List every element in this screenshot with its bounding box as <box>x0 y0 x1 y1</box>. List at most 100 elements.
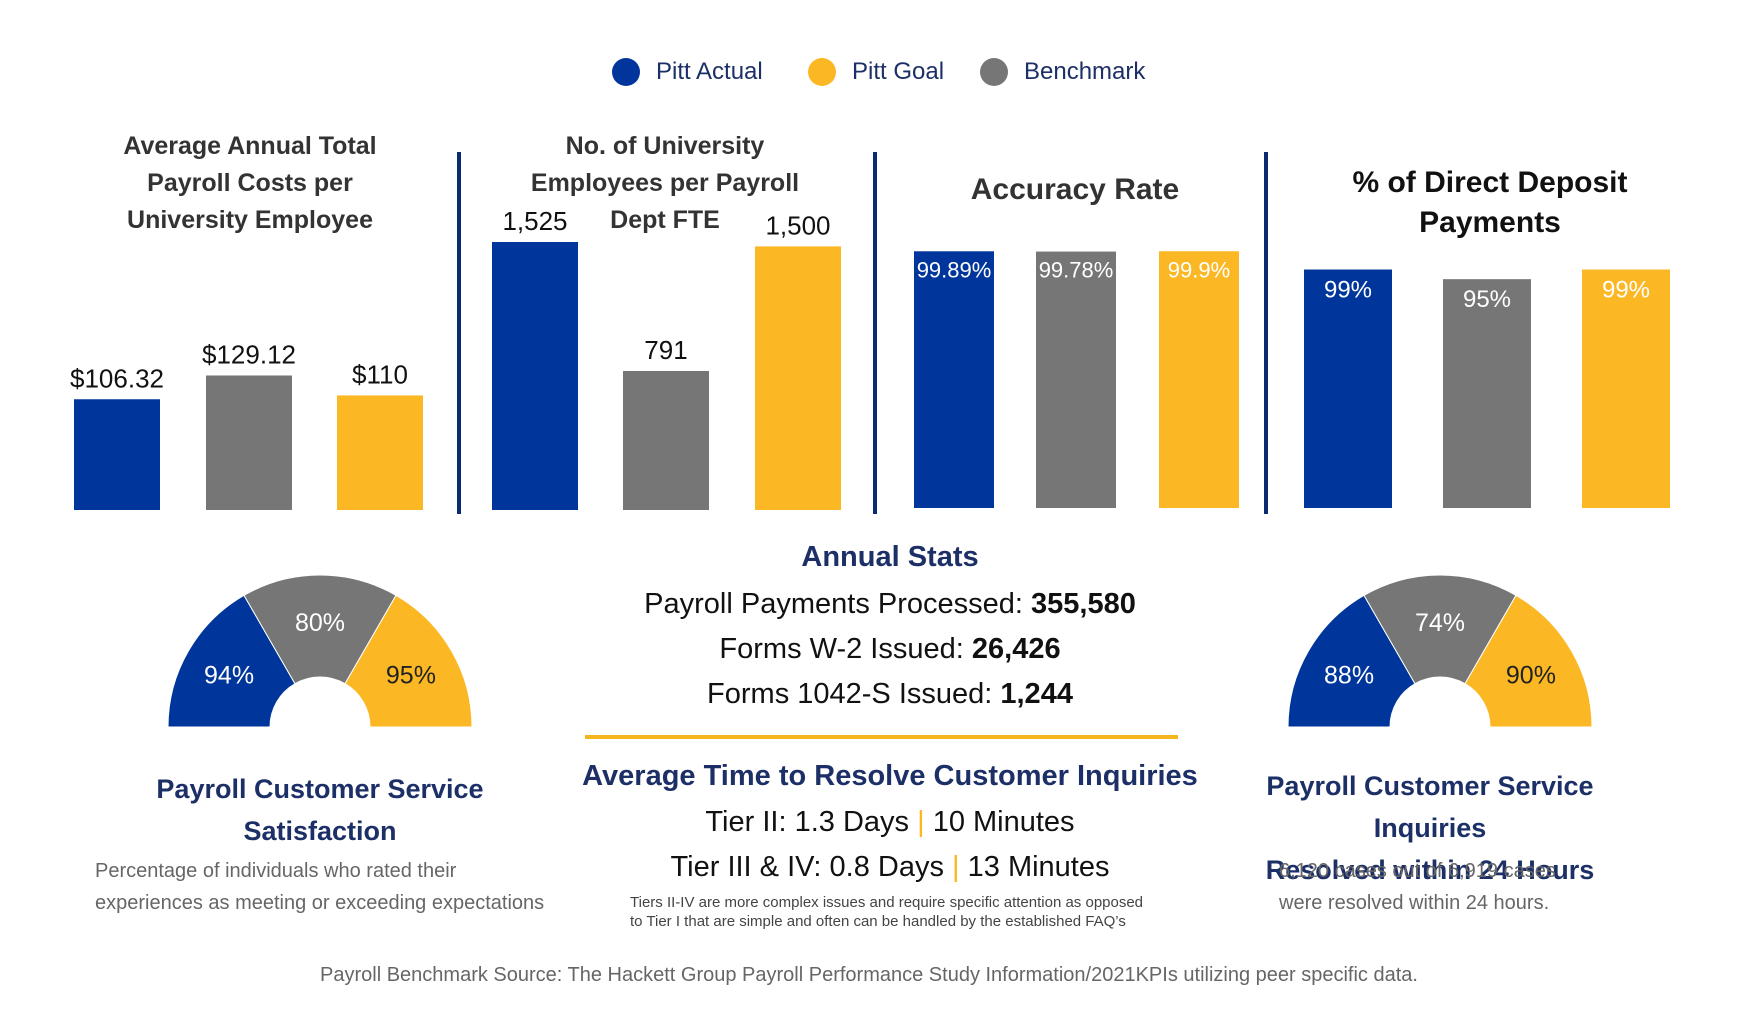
separator: | <box>952 851 960 883</box>
gauge-value-label: 74% <box>1415 609 1465 637</box>
inquiries-gauge: 88% 74% 90% <box>1287 574 1593 728</box>
resolve-list: Tier II: 1.3 Days | 10 Minutes Tier III … <box>560 800 1220 890</box>
stat-value: 1,244 <box>1000 678 1073 710</box>
desc-line: Percentage of individuals who rated thei… <box>95 860 457 882</box>
tier-minutes: 13 Minutes <box>967 851 1110 883</box>
tier-days: Tier III & IV: 0.8 Days <box>670 851 944 883</box>
chart-title-direct-deposit: % of Direct Deposit Payments <box>1280 163 1700 243</box>
desc-line: were resolved within 24 hours. <box>1279 892 1550 914</box>
title-line: Payroll Customer Service Inquiries <box>1266 771 1594 843</box>
bar-value-label: $106.32 <box>70 363 164 393</box>
gauge-value-label: 95% <box>386 662 436 690</box>
bar-chart-3: 99.89% 99.78% 99.9% <box>914 251 1239 508</box>
bar-value-label: 99.9% <box>1168 257 1230 282</box>
bar-value-label: 1,500 <box>765 210 830 240</box>
divider <box>457 152 461 514</box>
title-line: Employees per Payroll <box>530 169 800 197</box>
bar-chart-1: $106.32 $129.12 $110 <box>70 340 423 510</box>
annual-stats-title: Annual Stats <box>801 541 979 573</box>
gauge-segments: 88% 74% 90% <box>1287 574 1593 728</box>
title-line: Payroll Costs per <box>147 169 353 197</box>
stat-label: Forms W-2 Issued: <box>719 633 972 665</box>
bar-value-label: 95% <box>1463 286 1511 313</box>
legend-label: Benchmark <box>1024 58 1146 85</box>
bar-pitt-actual <box>492 242 578 510</box>
bar-value-label: 99% <box>1602 277 1650 304</box>
bar-value-label: 99% <box>1324 277 1372 304</box>
legend: Pitt Actual Pitt Goal Benchmark <box>0 52 1738 92</box>
title-line: University Employee <box>127 206 373 234</box>
bar-value-label: $110 <box>352 359 408 389</box>
note-line: Tiers II-IV are more complex issues and … <box>630 894 1144 911</box>
bar-benchmark <box>1036 251 1116 508</box>
title-line: Accuracy Rate <box>970 173 1180 206</box>
tier-minutes: 10 Minutes <box>932 806 1075 838</box>
resolve-row: Tier III & IV: 0.8 Days | 13 Minutes <box>560 845 1220 890</box>
divider <box>1264 152 1268 514</box>
divider <box>873 152 877 514</box>
legend-item-benchmark: Benchmark <box>980 52 1145 92</box>
annual-stat-row: Payroll Payments Processed: 355,580 <box>560 582 1220 627</box>
chart-title-accuracy-rate: Accuracy Rate <box>880 170 1270 210</box>
bar-value-label: 791 <box>644 335 687 365</box>
stat-value: 355,580 <box>1031 588 1136 620</box>
legend-label: Pitt Actual <box>656 58 763 85</box>
resolve-note: Tiers II-IV are more complex issues and … <box>630 893 1230 931</box>
title-line: Payments <box>1419 206 1561 239</box>
bar-pitt-actual <box>74 399 160 510</box>
bar-pitt-goal <box>1582 269 1670 508</box>
annual-stat-row: Forms 1042-S Issued: 1,244 <box>560 672 1220 717</box>
resolve-title: Average Time to Resolve Customer Inquiri… <box>582 760 1198 792</box>
bar-value-label: $129.12 <box>202 340 296 370</box>
stat-label: Forms 1042-S Issued: <box>707 678 1001 710</box>
legend-item-pitt-goal: Pitt Goal <box>808 52 944 92</box>
legend-item-pitt-actual: Pitt Actual <box>612 52 763 92</box>
annual-stat-row: Forms W-2 Issued: 26,426 <box>560 627 1220 672</box>
chart-title-employees-per-fte: No. of University Employees per Payroll … <box>465 128 865 239</box>
title-line: No. of University <box>565 132 765 160</box>
title-line: Payroll Customer Service <box>156 774 484 804</box>
title-line: Dept FTE <box>610 206 720 234</box>
gauge-value-label: 80% <box>295 609 345 637</box>
bar-pitt-actual <box>1304 269 1392 508</box>
bar-pitt-goal <box>755 246 841 510</box>
desc-line: 6,120 cases out of 6,919 cases <box>1279 860 1556 882</box>
inquiries-description: 6,120 cases out of 6,919 cases were reso… <box>1279 855 1679 919</box>
title-line: % of Direct Deposit <box>1352 166 1628 199</box>
bar-value-label: 99.89% <box>917 257 992 282</box>
bar-chart-4: 99% 95% 99% <box>1304 269 1670 508</box>
note-line: to Tier I that are simple and often can … <box>630 913 1126 930</box>
legend-swatch-benchmark <box>980 58 1008 86</box>
bar-benchmark <box>206 375 292 510</box>
bar-value-label: 99.78% <box>1039 258 1114 283</box>
bar-benchmark <box>623 370 709 510</box>
gauge-segment-benchmark <box>1363 574 1517 685</box>
resolve-row: Tier II: 1.3 Days | 10 Minutes <box>560 800 1220 845</box>
annual-stats-list: Payroll Payments Processed: 355,580 Form… <box>560 582 1220 717</box>
bar-pitt-goal <box>337 395 423 510</box>
gauge-segment-benchmark <box>243 574 397 685</box>
tier-days: Tier II: 1.3 Days <box>705 806 910 838</box>
legend-swatch-pitt-goal <box>808 58 836 86</box>
title-line: Satisfaction <box>243 816 397 846</box>
inquiries-title: Payroll Customer Service Inquiries Resol… <box>1210 765 1650 891</box>
bar-benchmark <box>1443 279 1531 508</box>
bar-value-label: 1,525 <box>502 206 567 236</box>
stat-value: 26,426 <box>971 633 1061 665</box>
section-divider <box>585 735 1178 739</box>
desc-line: experiences as meeting or exceeding expe… <box>95 892 545 914</box>
gauge-value-label: 94% <box>204 662 254 690</box>
title-line: Average Annual Total <box>123 132 377 160</box>
bar-chart-2: 1,525 791 1,500 <box>492 206 841 510</box>
bar-pitt-actual <box>914 251 994 508</box>
satisfaction-description: Percentage of individuals who rated thei… <box>95 855 595 919</box>
stat-label: Payroll Payments Processed: <box>644 588 1031 620</box>
legend-swatch-pitt-actual <box>612 58 640 86</box>
gauge-segment-pitt-actual <box>167 594 296 728</box>
gauge-segment-pitt-goal <box>344 594 473 728</box>
gauge-value-label: 88% <box>1324 662 1374 690</box>
gauge-segment-pitt-goal <box>1464 594 1593 728</box>
satisfaction-gauge: 94% 80% 95% <box>167 574 473 728</box>
footer-source: Payroll Benchmark Source: The Hackett Gr… <box>320 964 1418 986</box>
